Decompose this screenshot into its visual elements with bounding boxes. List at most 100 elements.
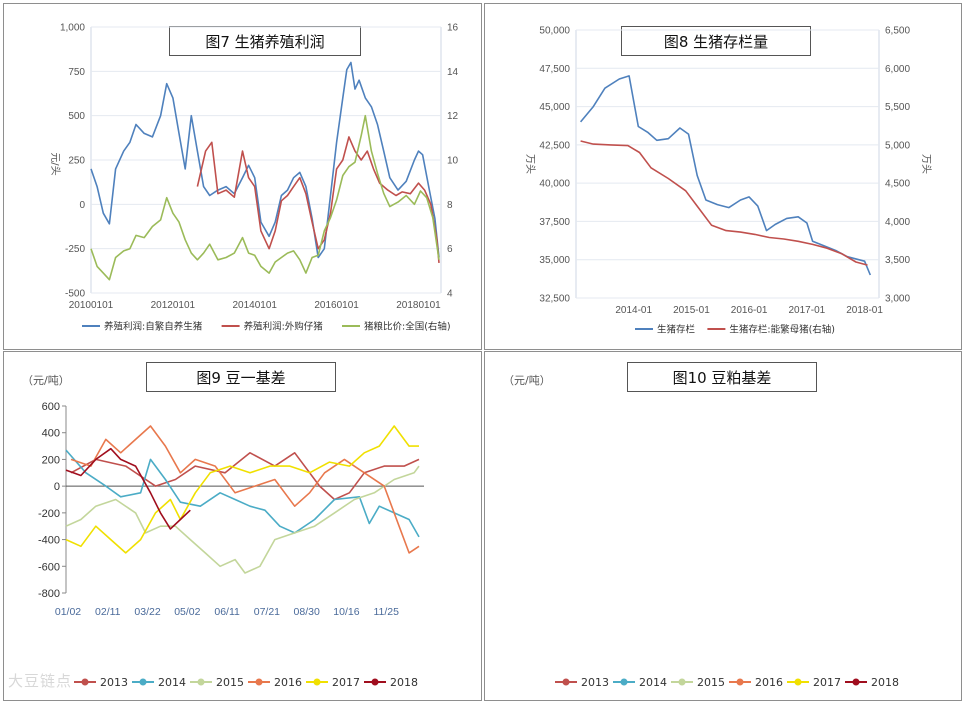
legend-marker: [139, 678, 147, 686]
y-axis-label: 万头: [524, 154, 536, 174]
y-axis-label: （元/吨）: [22, 374, 70, 387]
legend-marker: [794, 678, 802, 686]
chart-panel-pig-profit: 图7 生猪养殖利润 -500 -250 0 250 500 750 1,000 4 6 8 10 12…: [3, 3, 482, 350]
series-line-生猪存栏: [579, 75, 872, 276]
y-tick-label: 37,500: [539, 217, 570, 228]
y-tick-label: -500: [65, 289, 85, 300]
y2-tick-label: 3,000: [885, 294, 910, 305]
y-tick-label: 40,000: [539, 179, 570, 190]
y-axis-label: （元/吨）: [503, 374, 551, 387]
legend-label: 2017: [813, 676, 841, 689]
y2-tick-label: 8: [447, 200, 453, 211]
series-line-生猪存栏:能繁母猪(右轴): [580, 140, 868, 266]
pig-profit-chart: -500 -250 0 250 500 750 1,000 4 6 8 10 12 14 16 201001…: [49, 23, 459, 333]
y-tick-label: -600: [38, 561, 60, 573]
legend-label: 2016: [274, 676, 302, 689]
y2-tick-label: 6,500: [885, 26, 910, 37]
watermark-text: 大豆链点: [8, 672, 73, 690]
legend-label: 2017: [332, 676, 360, 689]
legend-marker: [678, 678, 686, 686]
y2-tick-label: 6: [447, 244, 453, 255]
legend-label: 2014: [639, 676, 667, 689]
hog-inventory-chart: 32,500 35,000 37,500 40,000 42,500 45,000 47,5…: [524, 26, 932, 336]
chart-panel-hog-inventory: 图8 生猪存栏量 32,500 35,000 37,500 40,000 42,500 4…: [484, 3, 962, 350]
x-tick-label: 01/02: [55, 606, 81, 618]
chart-panel-soymeal-basis: 图10 豆粕基差 -20002004006008001,0001,20001/0…: [484, 351, 962, 701]
y-tick-label: 600: [42, 401, 60, 413]
legend-label: 生猪存栏: [657, 324, 696, 336]
x-tick-label: 03/22: [134, 606, 160, 618]
x-tick-label: 2017-01: [789, 305, 826, 316]
legend-label: 2015: [216, 676, 244, 689]
legend-label: 2016: [755, 676, 783, 689]
y-tick-label: 45,000: [539, 102, 570, 113]
x-tick-label: 08/30: [294, 606, 320, 618]
legend-label: 生猪存栏:能繁母猪(右轴): [729, 324, 835, 336]
y2-tick-label: 12: [447, 111, 459, 122]
y-tick-label: -400: [38, 535, 60, 547]
x-tick-label: 20180101: [396, 300, 441, 311]
x-tick-label: 07/21: [254, 606, 280, 618]
y2-tick-label: 4: [447, 289, 453, 300]
legend-marker: [620, 678, 628, 686]
series-line-养殖利润:自繁自养生猪: [90, 61, 440, 259]
y-tick-label: 47,500: [539, 64, 570, 75]
y2-tick-label: 3,500: [885, 255, 910, 266]
y2-tick-label: 4,000: [885, 217, 910, 228]
legend-label: 2018: [390, 676, 418, 689]
y-tick-label: 50,000: [539, 26, 570, 37]
chart-title: 图7 生猪养殖利润: [169, 26, 361, 56]
legend-marker: [81, 678, 89, 686]
y-tick-label: -200: [38, 508, 60, 520]
x-tick-label: 2014-01: [615, 305, 652, 316]
y2-tick-label: 16: [447, 23, 459, 34]
y-tick-label: 500: [68, 111, 85, 122]
y-tick-label: 1,000: [60, 23, 85, 34]
legend-marker: [255, 678, 263, 686]
legend-label: 2013: [581, 676, 609, 689]
x-tick-label: 2018-01: [846, 305, 883, 316]
y-axis-label: 元/头: [49, 152, 61, 175]
x-tick-label: 20140101: [232, 300, 277, 311]
y2-tick-label: 4,500: [885, 179, 910, 190]
x-tick-label: 05/02: [174, 606, 200, 618]
y-tick-label: 42,500: [539, 140, 570, 151]
x-tick-label: 02/11: [95, 606, 121, 618]
y-tick-label: -250: [65, 244, 85, 255]
x-tick-label: 20160101: [314, 300, 359, 311]
legend-label: 2014: [158, 676, 186, 689]
legend-marker: [313, 678, 321, 686]
legend-label: 2013: [100, 676, 128, 689]
series-line-猪粮比价:全国(右轴): [90, 114, 440, 281]
y-tick-label: 750: [68, 67, 85, 78]
legend-marker: [736, 678, 744, 686]
legend-marker: [371, 678, 379, 686]
y-tick-label: -800: [38, 588, 60, 600]
y-tick-label: 35,000: [539, 255, 570, 266]
x-tick-label: 2015-01: [673, 305, 710, 316]
y-tick-label: 32,500: [539, 294, 570, 305]
legend-marker: [197, 678, 205, 686]
legend-marker: [562, 678, 570, 686]
y2-tick-label: 14: [447, 67, 459, 78]
y-tick-label: 250: [68, 156, 85, 167]
y2-tick-label: 5,500: [885, 102, 910, 113]
x-tick-label: 06/11: [214, 606, 240, 618]
y-tick-label: 200: [42, 454, 60, 466]
y2-tick-label: 5,000: [885, 140, 910, 151]
y-tick-label: 0: [79, 200, 85, 211]
chart-title: 图8 生猪存栏量: [621, 26, 811, 56]
x-tick-label: 10/16: [333, 606, 359, 618]
legend-label: 2018: [871, 676, 899, 689]
legend-label: 2015: [697, 676, 725, 689]
y-tick-label: 0: [54, 481, 60, 493]
legend-label: 养殖利润:外购仔猪: [244, 321, 324, 333]
soybean-basis-chart: -800 -600 -400 -200 0 200 400 600 01/02 02/11 03/2…: [22, 374, 424, 689]
soymeal-basis-chart: -20002004006008001,0001,20001/0202/1103/…: [503, 374, 899, 689]
series-line-2017: [65, 425, 419, 554]
x-tick-label: 20100101: [69, 300, 114, 311]
legend-label: 猪粮比价:全国(右轴): [364, 321, 451, 333]
series-line-2014: [65, 449, 420, 538]
chart-title: 图10 豆粕基差: [627, 362, 817, 392]
x-tick-label: 20120101: [151, 300, 196, 311]
